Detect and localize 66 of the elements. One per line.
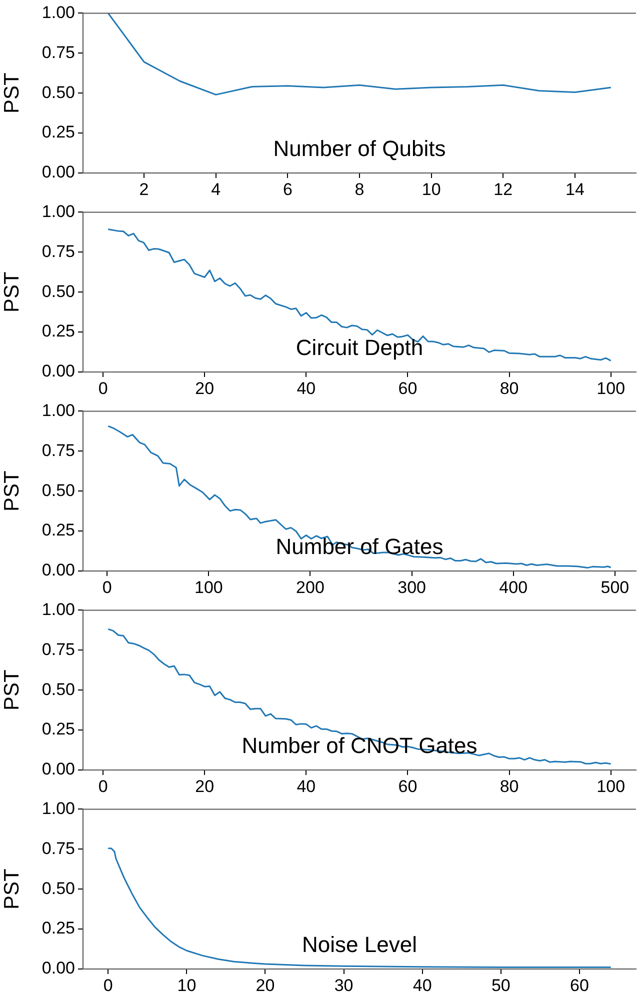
x-tick-label: 0: [102, 578, 112, 597]
x-tick-label: 0: [98, 378, 108, 398]
y-tick-label: 0.75: [42, 440, 75, 460]
x-tick-label: 10: [177, 976, 196, 995]
x-tick-label: 0: [98, 776, 108, 796]
y-tick-label: 1.00: [42, 798, 75, 818]
y-tick-label: 0.75: [42, 42, 75, 62]
x-tick-label: 20: [195, 378, 214, 398]
x-tick-label: 100: [596, 378, 626, 398]
x-tick-label: 6: [282, 180, 292, 199]
y-axis-title: PST: [0, 72, 24, 114]
x-tick-label: 60: [570, 976, 589, 995]
x-tick-label: 40: [296, 378, 316, 398]
y-tick-label: 0.50: [42, 282, 75, 301]
x-tick-label: 12: [494, 180, 513, 199]
x-tick-label: 2: [139, 180, 149, 199]
y-tick-label: 0.75: [42, 838, 75, 858]
x-tick-label: 400: [499, 578, 528, 597]
y-axis-title: PST: [0, 670, 24, 711]
x-tick-label: 40: [412, 976, 432, 995]
x-tick-label: 100: [596, 776, 626, 796]
y-axis-title: PST: [0, 470, 24, 512]
y-tick-label: 0.25: [42, 918, 75, 938]
x-tick-label: 500: [600, 578, 630, 597]
x-tick-label: 200: [296, 578, 324, 597]
y-tick-label: 0.50: [42, 82, 75, 102]
y-tick-label: 0.25: [42, 520, 75, 540]
x-tick-label: 20: [195, 776, 214, 796]
x-tick-label: 14: [565, 180, 584, 199]
x-tick-label: 80: [500, 776, 519, 796]
y-tick-label: 1.00: [42, 202, 75, 221]
y-tick-label: 0.25: [42, 322, 75, 341]
y-axis-title: PST: [0, 272, 24, 313]
x-tick-label: 4: [211, 180, 221, 199]
y-tick-label: 1.00: [42, 600, 75, 619]
x-tick-label: 10: [422, 180, 441, 199]
y-tick-label: 0.25: [42, 122, 75, 142]
x-tick-label: 30: [334, 976, 354, 995]
x-tick-label: 0: [103, 976, 113, 995]
x-tick-label: 40: [296, 776, 316, 796]
x-tick-label: 80: [500, 378, 519, 398]
x-tick-label: 100: [194, 578, 223, 597]
y-tick-label: 1.00: [42, 400, 75, 420]
x-axis-title: Circuit Depth: [296, 335, 424, 360]
x-axis-title: Number of CNOT Gates: [242, 733, 478, 758]
y-tick-label: 0.00: [42, 958, 75, 978]
y-tick-label: 0.50: [42, 480, 75, 500]
x-axis-title: Number of Qubits: [273, 136, 446, 162]
y-tick-label: 0.00: [42, 362, 75, 381]
y-tick-label: 0.00: [42, 760, 75, 779]
y-tick-label: 0.50: [42, 680, 75, 699]
y-tick-label: 0.75: [42, 640, 75, 659]
x-tick-label: 50: [491, 976, 510, 995]
x-tick-label: 60: [398, 776, 418, 796]
y-tick-label: 1.00: [42, 2, 75, 22]
x-tick-label: 300: [398, 578, 426, 597]
y-tick-label: 0.00: [42, 560, 75, 580]
x-tick-label: 20: [256, 976, 275, 995]
y-axis-title: PST: [0, 868, 24, 910]
y-tick-label: 0.25: [42, 720, 75, 739]
x-axis-title: Noise Level: [302, 932, 417, 958]
x-tick-label: 60: [398, 378, 418, 398]
x-tick-label: 8: [354, 180, 364, 199]
y-tick-label: 0.00: [42, 162, 75, 182]
y-tick-label: 0.75: [42, 242, 75, 261]
y-tick-label: 0.50: [42, 878, 75, 898]
